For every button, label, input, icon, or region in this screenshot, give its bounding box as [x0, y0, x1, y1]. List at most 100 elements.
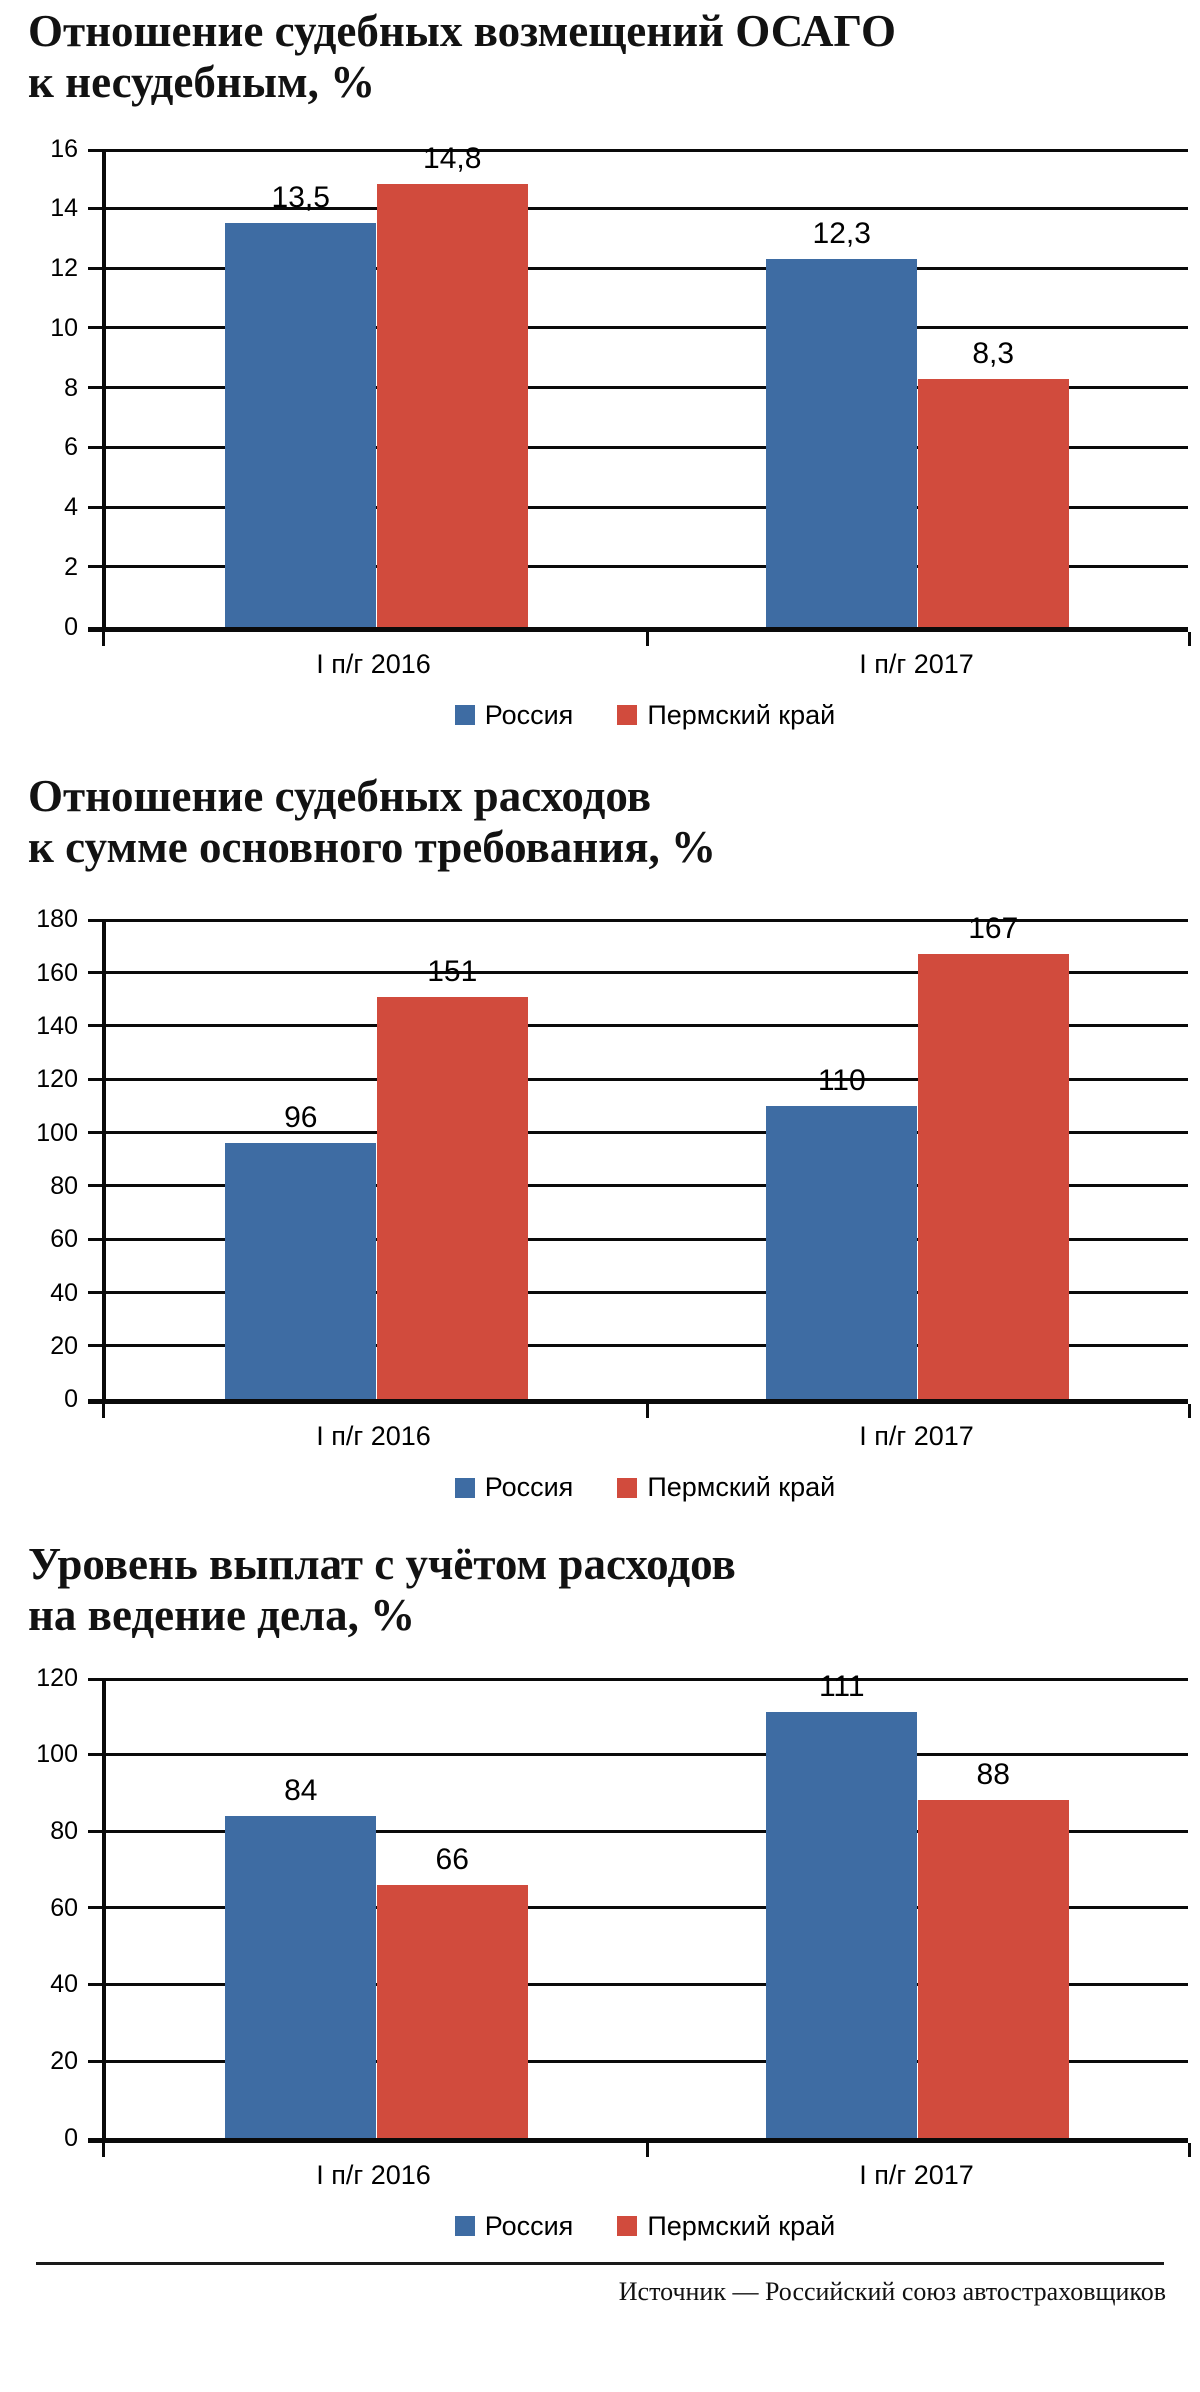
value-label: 111 — [818, 1670, 865, 1704]
x-axis — [88, 1399, 1188, 1405]
y-tick-label: 6 — [64, 433, 78, 462]
y-tick-label: 60 — [50, 1893, 78, 1922]
y-tick-label: 120 — [36, 1663, 78, 1692]
legend-swatch — [454, 1477, 475, 1498]
legend: Россия Пермский край — [102, 1472, 1188, 1503]
x-axis — [88, 2137, 1188, 2143]
value-label: 96 — [284, 1101, 318, 1135]
category-label: I п/г 2016 — [316, 648, 431, 679]
bar-rossiya-2016 — [225, 1143, 377, 1400]
bar-rossiya-2016 — [225, 223, 377, 627]
x-tick — [102, 631, 105, 646]
gridline — [88, 326, 1188, 330]
legend: Россия Пермский край — [102, 700, 1188, 731]
value-label: 14,8 — [423, 142, 482, 176]
gridline — [88, 1237, 1188, 1241]
y-tick-label: 20 — [50, 2047, 78, 2076]
legend-label: Россия — [484, 699, 574, 730]
gridline — [88, 1131, 1188, 1135]
bar-permskiy-kray-2016 — [376, 184, 528, 627]
legend-item: Пермский край — [617, 700, 835, 731]
legend-item: Пермский край — [617, 2211, 835, 2242]
value-label: 110 — [817, 1063, 866, 1097]
gridline — [88, 1291, 1188, 1295]
divider-line — [36, 2261, 1164, 2265]
category-row: I п/г 2016 I п/г 2017 — [102, 1421, 1188, 1452]
x-tick — [645, 1404, 649, 1419]
value-label: 151 — [427, 954, 478, 988]
plot-area: 0 20 40 60 80 100 120 140 160 180 96 151 110 167 — [36, 905, 1191, 1419]
bar-permskiy-kray-2016 — [376, 996, 528, 1400]
bar-permskiy-kray-2017 — [917, 378, 1069, 627]
chart1-bar-chart: 0 2 4 6 8 10 12 14 16 13,5 14,8 12,3 8,3 I п/г 2016 I … — [50, 135, 1191, 731]
y-tick-label: 100 — [36, 1740, 78, 1769]
chart3-title: Уровень выплат с учётом расходов на веде… — [28, 1539, 1170, 1642]
category-label: I п/г 2017 — [859, 2159, 974, 2190]
chart3-bar-chart: 0 20 40 60 80 100 120 84 66 111 88 I п/г 2016 I п/г … — [36, 1664, 1191, 2242]
category-label: I п/г 2016 — [316, 2159, 431, 2190]
y-tick-label: 180 — [36, 905, 78, 934]
value-label: 167 — [968, 911, 1019, 945]
y-tick-label: 14 — [50, 194, 78, 223]
gridline — [88, 386, 1188, 390]
gridline — [88, 206, 1188, 210]
bar-permskiy-kray-2016 — [376, 1884, 528, 2138]
chart3-title-line2: на ведение дела, % — [28, 1590, 416, 1641]
category-label: I п/г 2017 — [859, 648, 974, 679]
chart2-bar-chart: 0 20 40 60 80 100 120 140 160 180 96 151 110 167 I п/г… — [36, 905, 1191, 1503]
gridline — [88, 1677, 1188, 1681]
gridline — [88, 1752, 1188, 1756]
gridline — [88, 148, 1188, 152]
y-tick-label: 40 — [50, 1970, 78, 1999]
legend: Россия Пермский край — [102, 2211, 1188, 2242]
y-tick-label: 140 — [36, 1011, 78, 1040]
category-row: I п/г 2016 I п/г 2017 — [102, 2160, 1188, 2191]
y-tick-label: 8 — [64, 373, 78, 402]
x-tick — [1188, 2142, 1191, 2157]
y-tick-label: 0 — [64, 612, 78, 641]
legend-label: Россия — [484, 2210, 574, 2241]
y-tick-label: 0 — [64, 1385, 78, 1414]
x-tick — [1188, 631, 1191, 646]
x-tick — [102, 1404, 105, 1419]
legend-label: Пермский край — [647, 1472, 836, 1503]
bar-rossiya-2017 — [766, 1105, 918, 1400]
legend-swatch — [454, 2216, 475, 2237]
chart-block-2: Отношение судебных расходов к сумме осно… — [0, 771, 1200, 1504]
gridline — [88, 919, 1188, 923]
x-tick — [645, 631, 649, 646]
value-label: 88 — [976, 1758, 1010, 1792]
gridline — [88, 971, 1188, 975]
y-tick-label: 10 — [50, 313, 78, 342]
y-tick-label: 2 — [64, 552, 78, 581]
gridline — [88, 1077, 1188, 1081]
chart-block-3: Уровень выплат с учётом расходов на веде… — [0, 1539, 1200, 2242]
gridline — [88, 445, 1188, 449]
y-tick-label: 12 — [50, 254, 78, 283]
value-label: 12,3 — [812, 217, 871, 251]
gridline — [88, 565, 1188, 569]
legend-label: Пермский край — [647, 2210, 836, 2241]
y-tick-label: 16 — [50, 134, 78, 163]
legend-item: Пермский край — [617, 1472, 835, 1503]
y-tick-label: 4 — [64, 493, 78, 522]
bar-rossiya-2017 — [766, 1712, 918, 2138]
chart1-title-line1: Отношение судебных возмещений ОСАГО — [28, 6, 897, 56]
legend-label: Россия — [484, 1472, 574, 1503]
bar-rossiya-2017 — [766, 259, 918, 627]
gridline — [88, 1982, 1188, 1986]
y-tick-label: 20 — [50, 1331, 78, 1360]
gridline — [88, 1184, 1188, 1188]
gridline — [88, 1024, 1188, 1028]
y-tick-label: 40 — [50, 1278, 78, 1307]
bar-permskiy-kray-2017 — [917, 953, 1069, 1400]
value-label: 66 — [435, 1842, 469, 1876]
x-tick — [645, 2142, 649, 2157]
y-tick-label: 120 — [36, 1065, 78, 1094]
legend-item: Россия — [454, 699, 574, 731]
chart1-title-line2: к несудебным, % — [28, 57, 376, 108]
category-label: I п/г 2017 — [859, 1421, 974, 1452]
gridline — [88, 2059, 1188, 2063]
legend-label: Пермский край — [647, 699, 836, 730]
y-tick-label: 160 — [36, 958, 78, 987]
